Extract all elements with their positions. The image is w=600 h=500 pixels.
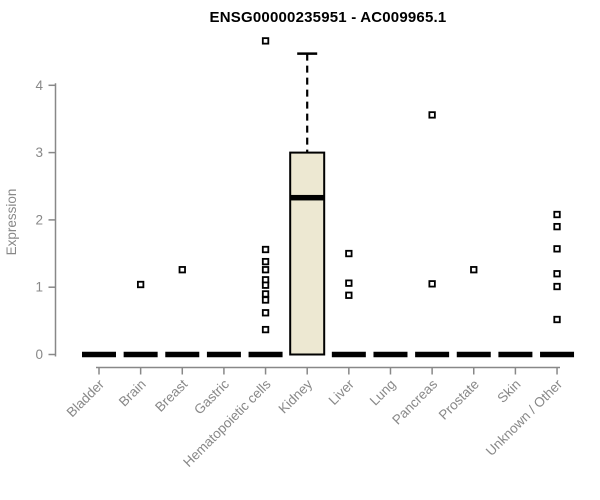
collapsed-box [373, 351, 408, 358]
outlier-point [261, 266, 270, 274]
outlier-point [261, 257, 270, 266]
collapsed-box [165, 351, 200, 358]
outlier-point [428, 280, 436, 288]
x-tick-label: Kidney [276, 376, 316, 416]
outlier-point [345, 249, 353, 258]
chart-title: ENSG00000235951 - AC009965.1 [210, 9, 447, 26]
outlier-point [553, 222, 561, 231]
outlier-point [261, 325, 270, 334]
collapsed-box [82, 351, 116, 358]
outlier-point [553, 210, 561, 219]
outlier-point [553, 282, 561, 291]
x-tick-label: Prostate [436, 377, 482, 423]
outlier-point [261, 296, 270, 304]
collapsed-box [248, 351, 283, 358]
median-line [290, 194, 325, 201]
outlier-point [136, 280, 145, 289]
y-axis-label: Expression [4, 189, 19, 256]
collapsed-box [415, 351, 450, 358]
collapsed-box [331, 351, 366, 358]
collapsed-box [540, 351, 575, 358]
collapsed-box [206, 351, 241, 358]
outlier-point [553, 270, 561, 278]
collapsed-box [456, 351, 491, 358]
x-tick-label: Breast [152, 376, 190, 414]
x-tick-label: Pancreas [389, 376, 440, 427]
y-tick-label: 2 [35, 212, 43, 227]
outlier-point [261, 290, 270, 298]
outlier-point [470, 266, 478, 274]
outlier-point [178, 266, 186, 274]
box [289, 151, 326, 356]
boxplot-marks-layer [82, 37, 575, 358]
outlier-point [261, 281, 270, 289]
outlier-point [345, 291, 353, 299]
y-tick-label: 1 [35, 280, 43, 295]
outlier-point [261, 309, 270, 317]
y-tick-label: 4 [35, 78, 43, 93]
outlier-point [553, 315, 561, 324]
y-tick-label: 3 [35, 145, 43, 160]
x-tick-label: Gastric [191, 376, 232, 417]
x-tick-label: Liver [326, 376, 358, 408]
outlier-point [553, 245, 561, 253]
y-tick-label: 0 [35, 347, 43, 362]
outlier-point [428, 111, 436, 119]
x-tick-label: Brain [116, 377, 149, 410]
outlier-point [345, 279, 353, 287]
x-tick-label: Bladder [64, 376, 108, 420]
x-tick-label: Skin [494, 377, 523, 406]
collapsed-box [498, 351, 533, 358]
collapsed-box [123, 351, 158, 358]
x-tick-label: Unknown / Other [483, 376, 566, 459]
outlier-point [261, 245, 270, 254]
outlier-point [261, 37, 270, 45]
x-tick-label: Lung [367, 377, 399, 409]
